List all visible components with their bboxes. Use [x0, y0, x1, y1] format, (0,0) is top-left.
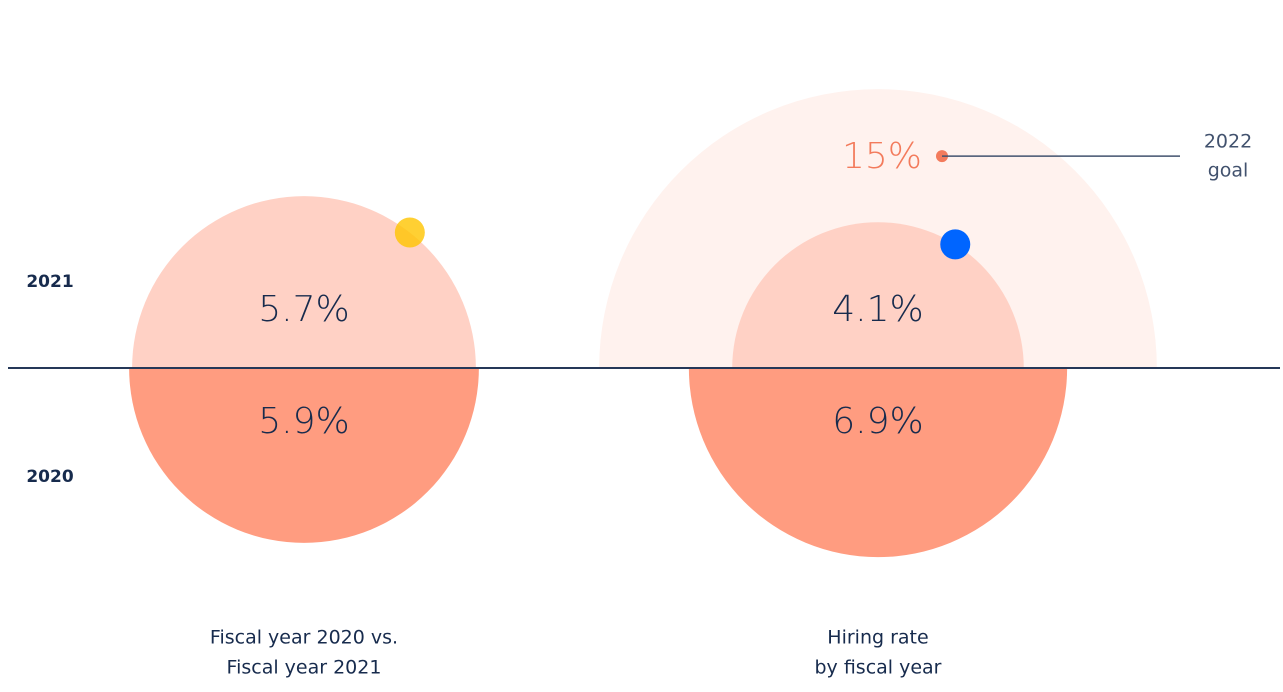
semicircle [688, 368, 1068, 558]
semicircle [129, 368, 479, 543]
value-label: 5.9% [258, 401, 349, 442]
category-label: by fiscal year [814, 657, 941, 679]
value-label: 5.7% [258, 289, 349, 330]
value-label: 4.1% [832, 289, 923, 330]
goal-name: 2022 [1204, 131, 1252, 153]
marker-dot [394, 217, 425, 248]
value-label: 6.9% [832, 401, 923, 442]
goal-name: goal [1208, 160, 1249, 182]
goal-label: 15% [842, 136, 922, 177]
row-label: 2021 [26, 272, 73, 292]
category-label: Hiring rate [827, 627, 928, 649]
marker-dot [940, 229, 971, 260]
category-label: Fiscal year 2020 vs. [210, 627, 398, 649]
row-label: 2020 [26, 467, 73, 487]
semicircle [132, 196, 476, 368]
category-label: Fiscal year 2021 [227, 657, 382, 679]
